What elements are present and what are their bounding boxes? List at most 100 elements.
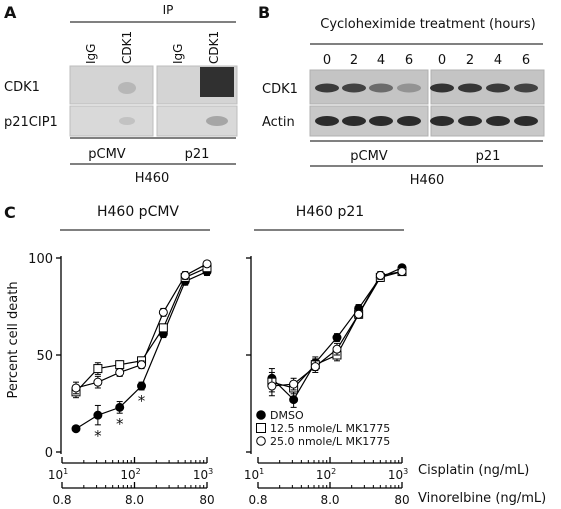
panel-a-lane-1: IgG [84,44,98,64]
data-point [267,381,277,391]
panel-b-timepoints: 0 2 4 6 0 2 4 6 [323,53,530,68]
data-point [115,360,125,370]
cdk1-band [397,83,421,93]
data-point [332,344,342,354]
cdk1-band [514,83,538,93]
series-line [271,271,403,389]
panel-b-title: Cycloheximide treatment (hours) [320,17,536,32]
panel-a-lane-3: IgG [171,44,185,64]
cdk1-band [486,83,510,93]
blot-a-cdk1-pcmv [69,65,154,105]
panel-a-row-cdk1: CDK1 [4,80,40,95]
cdk1-band [430,83,454,93]
significance-asterisk: * [138,392,146,410]
panel-b-cell-line: H460 [410,173,445,188]
panel-a-lane-2: CDK1 [120,31,134,64]
data-point [158,323,168,333]
data-point [137,381,147,391]
y-tick-label: 50 [36,349,53,364]
band-a-cdk1-pcmv [118,82,136,94]
series-line [75,267,208,393]
x2-tick-label: 8.0 [320,493,339,507]
legend-mk250-marker [256,436,266,446]
timepoint-label: 4 [494,53,502,68]
x1-tick-exponent: 2 [331,467,336,476]
band-a-p21-p21 [206,116,228,126]
panel-b-row-cdk1: CDK1 [262,82,298,97]
x1-tick-label: 102 [316,467,336,482]
panel-c-letter: C [4,203,16,222]
plot1-title: H460 pCMV [97,204,179,220]
data-point [137,360,147,370]
x2-tick-label: 80 [199,493,214,507]
data-point [93,377,103,387]
cdk1-band [369,83,393,93]
x2-tick-label: 80 [394,493,409,507]
legend-dmso-label: DMSO [270,409,304,422]
data-point [397,267,407,277]
actin-band [369,116,393,126]
cdk1-band [342,83,366,93]
plot2: 101 102 103 0.8 8.0 80 [244,256,410,507]
legend-mk125-marker [256,423,266,433]
band-a-cdk1-p21 [200,67,234,97]
x1-tick-label: 102 [120,467,140,482]
band-a-p21-pcmv [119,117,135,125]
data-point [180,270,190,280]
x1-tick-exponent: 1 [259,467,264,476]
actin-band [514,116,538,126]
x-axis1-label: Cisplatin (ng/mL) [418,463,529,478]
panel-b-letter: B [258,3,270,22]
timepoint-label: 2 [466,53,474,68]
significance-asterisk: * [116,415,124,433]
x1-tick-exponent: 1 [63,467,68,476]
legend-mk125-label: 12.5 nmole/L MK1775 [270,422,390,435]
plot1: 0 50 100 101 102 103 0.8 8.0 80 * * * [28,252,214,507]
panel-a-cell-line: H460 [135,171,170,186]
x1-tick-label: 101 [244,467,264,482]
panel-a-row-p21cip1: p21CIP1 [4,115,58,130]
chart-plots: 0 50 100 101 102 103 0.8 8.0 80 * * * 101 102 103 0.8 8.… [28,252,409,507]
y-axis-label: Percent cell death [6,281,21,398]
x1-tick-exponent: 2 [136,467,141,476]
data-point [93,410,103,420]
plot2-title: H460 p21 [296,204,364,220]
data-point [115,367,125,377]
y-tick-label: 100 [28,252,53,267]
x2-tick-label: 0.8 [248,493,267,507]
significance-asterisk: * [94,427,102,445]
x1-tick-exponent: 3 [403,467,408,476]
timepoint-label: 4 [377,53,385,68]
timepoint-label: 6 [522,53,530,68]
timepoint-label: 2 [350,53,358,68]
actin-band [486,116,510,126]
actin-band [458,116,482,126]
x2-tick-label: 0.8 [52,493,71,507]
panel-a-group-pcmv: pCMV [88,147,126,162]
panel-b-row-actin: Actin [262,115,295,130]
data-point [375,270,385,280]
cdk1-band [458,83,482,93]
data-point [332,333,342,343]
data-point [202,259,212,269]
y-tick-label: 0 [45,446,53,461]
actin-band [397,116,421,126]
x1-tick-exponent: 3 [208,467,213,476]
panel-a-letter: A [4,3,17,22]
data-point [289,395,299,405]
blot-a-p21-pcmv [69,105,154,137]
actin-band [430,116,454,126]
panel-b-group-p21: p21 [476,149,501,164]
x1-tick-label: 103 [193,467,213,482]
x1-tick-label: 101 [48,467,68,482]
panel-a-lane-4: CDK1 [207,31,221,64]
data-point [71,424,81,434]
x1-tick-label: 103 [388,467,408,482]
x2-tick-label: 8.0 [125,493,144,507]
data-point [158,307,168,317]
data-point [115,402,125,412]
data-point [93,364,103,374]
timepoint-label: 0 [438,53,446,68]
data-point [289,379,299,389]
cdk1-band [315,83,339,93]
